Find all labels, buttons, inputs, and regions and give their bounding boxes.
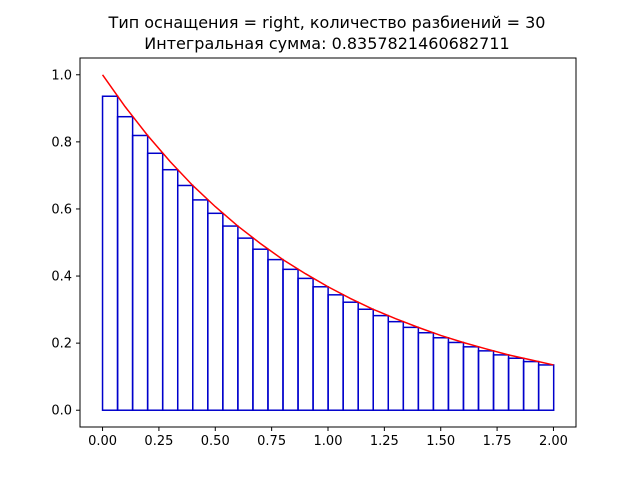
riemann-rect	[492, 354, 510, 411]
y-tick-label: 1.0	[51, 68, 72, 83]
riemann-rect	[432, 337, 450, 411]
riemann-rect	[192, 199, 209, 411]
riemann-rect	[207, 212, 224, 411]
riemann-rect	[252, 248, 269, 411]
y-tick-label: 0.4	[51, 270, 72, 285]
y-tick-label: 0.2	[51, 337, 72, 352]
riemann-rect	[417, 331, 435, 411]
y-tick-label: 0.6	[51, 202, 72, 217]
riemann-rect	[237, 237, 254, 411]
riemann-rect	[537, 364, 555, 411]
riemann-rect	[342, 301, 359, 411]
riemann-rect	[327, 294, 344, 411]
x-tick-label: 1.00	[314, 434, 343, 449]
riemann-rect	[372, 314, 390, 411]
plot-area: 0.00 0.25 0.50 0.75 1.00 1.25 1.50 1.75 2.00 0.0 0…	[51, 57, 577, 449]
x-tick-label: 0.25	[144, 434, 173, 449]
riemann-rect	[507, 357, 525, 411]
riemann-rect	[387, 320, 405, 411]
riemann-rect	[161, 168, 179, 411]
riemann-rect	[267, 258, 284, 411]
riemann-rect	[101, 95, 119, 411]
riemann-rect	[131, 134, 149, 411]
x-tick-label: 1.50	[426, 434, 455, 449]
x-tick-label: 0.75	[257, 434, 286, 449]
riemann-rect	[477, 350, 495, 411]
riemann-rect	[357, 308, 374, 411]
chart-title-line1: Тип оснащения = right, количество разбие…	[108, 13, 546, 32]
function-curve	[101, 74, 554, 366]
riemann-rect	[146, 152, 164, 411]
chart-title-line2: Интегральная сумма: 0.8357821460682711	[144, 34, 509, 53]
x-tick-label: 0.00	[88, 434, 117, 449]
riemann-rect	[522, 360, 540, 411]
riemann-rect	[402, 326, 420, 411]
riemann-rect	[447, 341, 465, 411]
riemann-rect	[282, 268, 299, 411]
riemann-rect	[312, 286, 329, 411]
riemann-rect	[297, 277, 314, 411]
riemann-rect	[462, 346, 480, 411]
riemann-rect	[176, 184, 194, 411]
x-tick-label: 1.75	[483, 434, 512, 449]
x-tick-label: 2.00	[539, 434, 568, 449]
riemann-rect	[116, 115, 134, 411]
x-tick-label: 0.50	[201, 434, 230, 449]
riemann-rect	[222, 225, 239, 411]
x-tick-label: 1.25	[370, 434, 399, 449]
y-tick-label: 0.8	[51, 135, 72, 150]
y-tick-label: 0.0	[51, 404, 72, 419]
